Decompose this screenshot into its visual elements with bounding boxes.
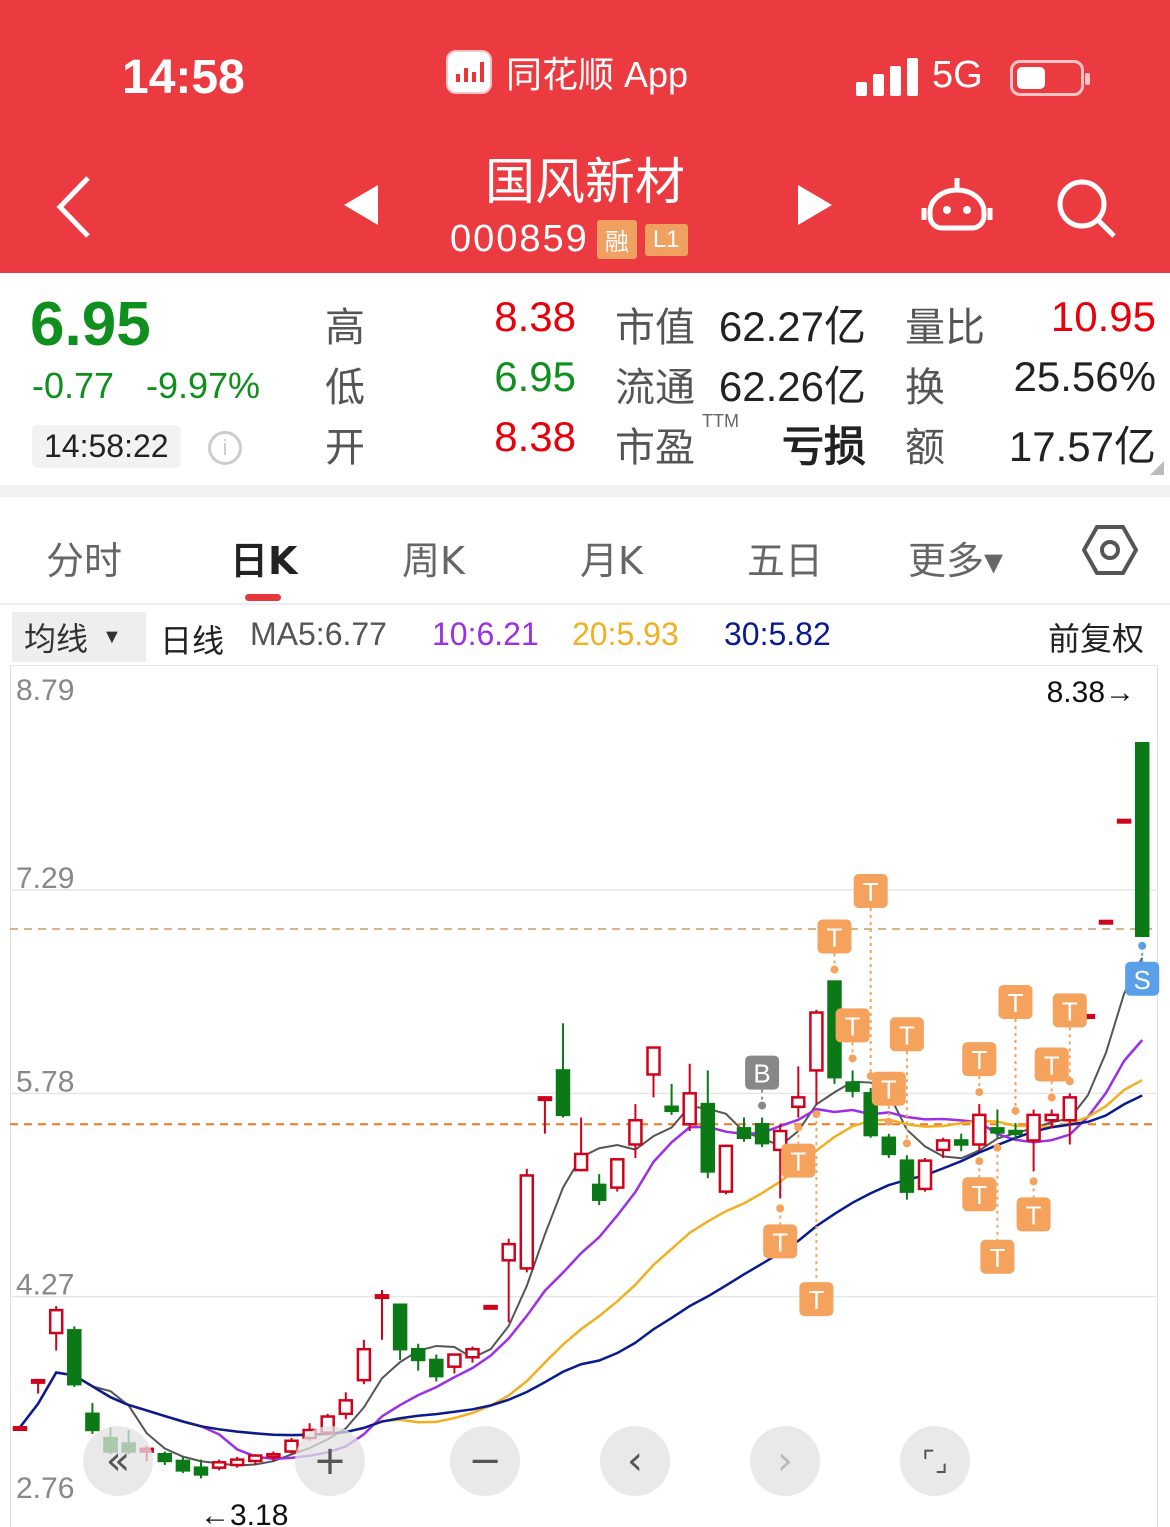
back-icon[interactable] xyxy=(52,172,112,242)
expand-corner-icon[interactable] xyxy=(1150,461,1164,475)
amount-label: 额 xyxy=(905,426,945,470)
app-icon xyxy=(446,50,492,94)
float-label: 流通 xyxy=(615,366,695,410)
amount-value: 17.57亿 xyxy=(1008,423,1156,470)
adjust-mode-button[interactable]: 前复权 xyxy=(1048,621,1145,657)
low-value: 6.95 xyxy=(494,353,576,400)
volratio-label: 量比 xyxy=(905,306,985,350)
volratio-value: 10.95 xyxy=(1050,293,1156,340)
tab-monthly-k[interactable]: 月K xyxy=(580,539,643,583)
caret-down-icon: ▼ xyxy=(102,625,122,648)
period-tabs: 分时 日K 周K 月K 五日 更多▾ xyxy=(0,510,1170,605)
scroll-left-button[interactable]: « xyxy=(83,1426,153,1496)
settings-icon[interactable] xyxy=(1082,524,1138,576)
ma20-value: 20:5.93 xyxy=(572,616,679,652)
pe-value: 亏损 xyxy=(781,423,866,470)
last-price: 6.95 xyxy=(30,290,151,359)
zoom-out-button[interactable]: − xyxy=(450,1426,520,1496)
prev-button[interactable]: ‹ xyxy=(600,1426,670,1496)
open-value: 8.38 xyxy=(494,413,576,460)
prev-icon: ‹ xyxy=(627,1438,643,1484)
high-label: 高 xyxy=(325,306,365,350)
tab-more[interactable]: 更多▾ xyxy=(908,539,1004,583)
price-change-pct: -9.97% xyxy=(146,365,261,406)
indicator-selector[interactable]: 均线 ▼ xyxy=(12,612,146,662)
pe-ttm-sup: TTM xyxy=(702,411,739,431)
pe-label: 市盈 xyxy=(615,426,695,470)
stock-name: 国风新材 xyxy=(485,153,685,211)
price-change: -0.77 xyxy=(32,365,115,406)
margin-badge: 融 xyxy=(596,220,637,259)
next-icon: › xyxy=(777,1438,793,1484)
battery-icon xyxy=(1010,60,1090,96)
high-value: 8.38 xyxy=(494,293,576,340)
float-value: 62.26亿 xyxy=(718,363,866,410)
fullscreen-button[interactable]: ⌜⌟ xyxy=(900,1426,970,1496)
divider xyxy=(0,485,1170,497)
header: 14:58 同花顺 App 5G 国风新材 000859 融 L1 xyxy=(0,0,1170,273)
open-label: 开 xyxy=(325,426,365,470)
level1-badge: L1 xyxy=(644,223,688,256)
tab-daily-k[interactable]: 日K xyxy=(230,539,298,583)
mcap-value: 62.27亿 xyxy=(718,303,866,350)
zoom-in-icon: + xyxy=(313,1438,347,1484)
info-icon[interactable]: i xyxy=(208,431,242,465)
signal-icon xyxy=(856,58,918,96)
next-button[interactable]: › xyxy=(750,1426,820,1496)
zoom-out-icon: − xyxy=(468,1438,502,1484)
quote-timestamp: 14:58:22 xyxy=(32,425,181,468)
ma30-value: 30:5.82 xyxy=(724,616,831,652)
ma5-value: MA5:6.77 xyxy=(250,616,387,652)
zoom-in-button[interactable]: + xyxy=(295,1426,365,1496)
ma-legend-bar: 均线 ▼ 日线 MA5:6.77 10:6.21 20:5.93 30:5.82 … xyxy=(0,606,1170,664)
fullscreen-icon: ⌜⌟ xyxy=(921,1444,949,1478)
status-time: 14:58 xyxy=(122,51,245,104)
next-stock-icon[interactable] xyxy=(798,185,832,225)
app-name: 同花顺 App xyxy=(506,54,689,95)
app-indicator[interactable]: 同花顺 App xyxy=(446,46,688,98)
scroll-left-icon: « xyxy=(105,1438,131,1484)
tab-intraday[interactable]: 分时 xyxy=(46,539,123,583)
stock-code: 000859 xyxy=(450,218,589,260)
tab-five-day[interactable]: 五日 xyxy=(747,539,824,583)
tab-weekly-k[interactable]: 周K xyxy=(402,539,465,583)
period-label: 日线 xyxy=(160,623,225,659)
search-icon[interactable] xyxy=(1054,176,1118,240)
ma10-value: 10:6.21 xyxy=(432,616,539,652)
quote-panel: 6.95 -0.77 -9.97% 14:58:22 i 高 低 开 8.38 … xyxy=(0,273,1170,485)
prev-stock-icon[interactable] xyxy=(344,185,378,225)
network-type: 5G xyxy=(932,54,983,96)
active-tab-indicator xyxy=(245,594,281,601)
low-label: 低 xyxy=(325,366,365,410)
robot-icon[interactable] xyxy=(920,172,994,238)
kline-chart-area[interactable] xyxy=(10,665,1158,1527)
turnover-label: 换 xyxy=(905,366,945,410)
mcap-label: 市值 xyxy=(615,306,695,350)
indicator-selector-label: 均线 xyxy=(24,621,89,657)
stock-code-row: 000859 融 L1 xyxy=(450,218,688,261)
turnover-value: 25.56% xyxy=(1013,353,1156,400)
